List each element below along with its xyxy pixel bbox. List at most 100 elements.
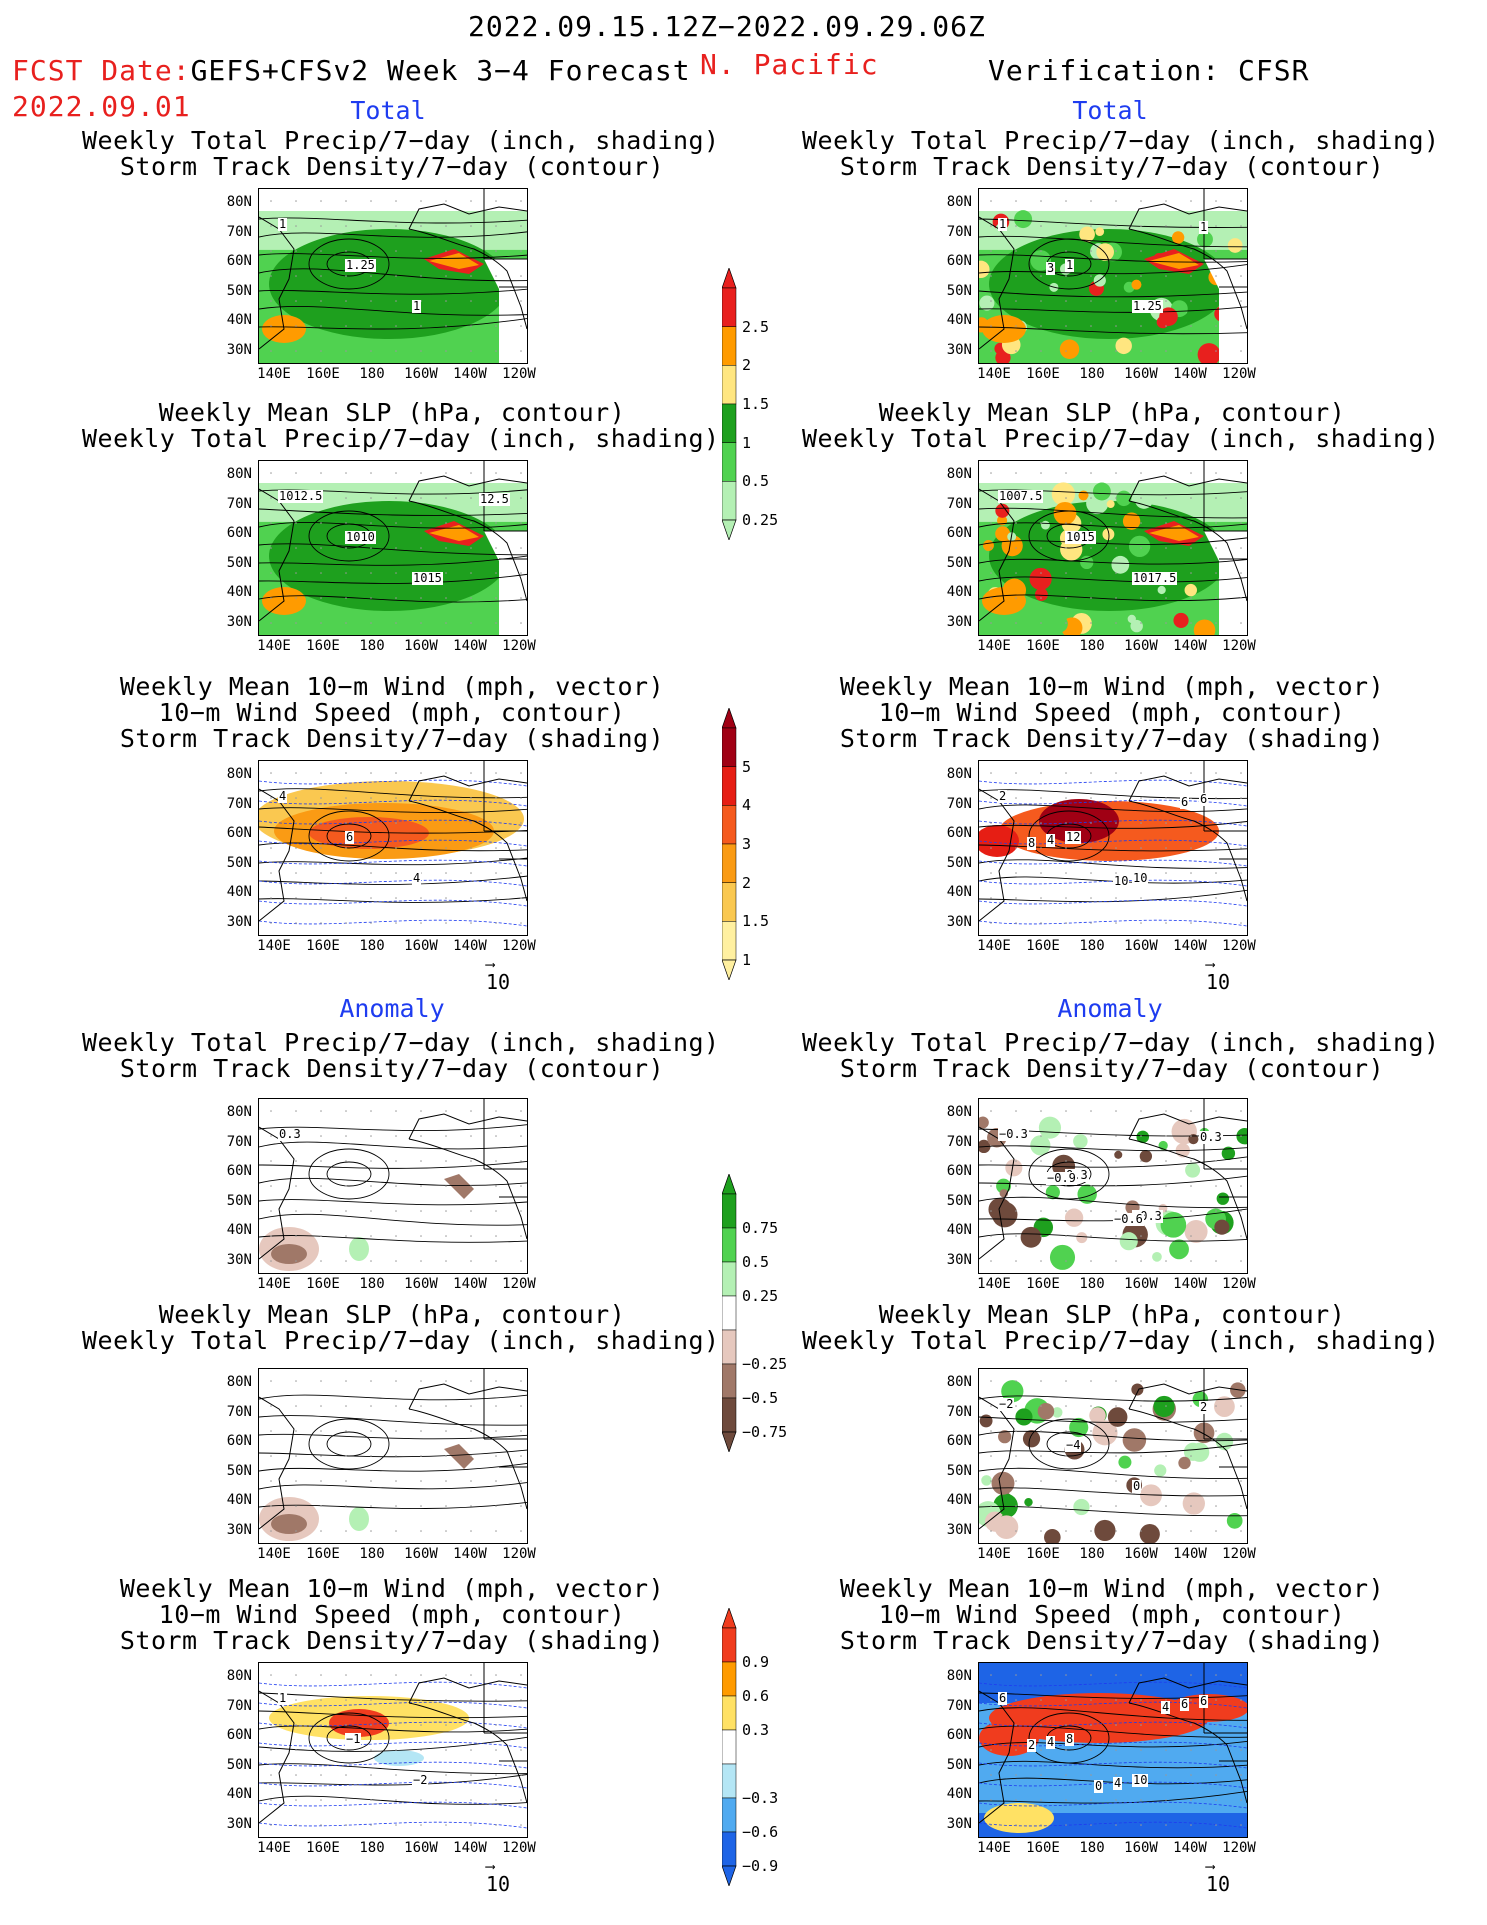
lat-label: 40N xyxy=(226,312,252,328)
contour-label: 6 xyxy=(345,830,355,844)
lat-label: 40N xyxy=(946,1786,972,1802)
colorbar-segment xyxy=(721,1831,737,1867)
lon-label: 160W xyxy=(1124,1840,1158,1856)
colorbar-top-arrow xyxy=(721,266,737,289)
forecast-wind_storm-map xyxy=(258,1662,528,1838)
colorbar-storm-total xyxy=(721,706,746,984)
lat-label: 60N xyxy=(946,1163,972,1179)
lat-label: 80N xyxy=(946,1374,972,1390)
colorbar-segment xyxy=(721,1363,737,1399)
lat-label: 50N xyxy=(226,282,252,299)
grid-dots xyxy=(990,1380,1242,1532)
verification-precip_storm-title: Weekly Total Precip/7−day (inch, shading… xyxy=(802,128,1439,181)
lon-label: 140E xyxy=(257,638,291,654)
lon-label: 180 xyxy=(1079,1546,1105,1562)
colorbar-segment xyxy=(721,442,737,482)
contour-label: 1 xyxy=(1065,258,1075,272)
contour-label: −0.3 xyxy=(998,1127,1029,1141)
colorbar-precip-total xyxy=(721,266,746,544)
lat-label: 30N xyxy=(226,613,252,630)
colorbar-segment xyxy=(721,1193,737,1229)
contour-label: 1015 xyxy=(412,571,443,585)
panel-title-line: Weekly Total Precip/7−day (inch, shading… xyxy=(802,1326,1440,1355)
contour-label: 1.25 xyxy=(345,258,376,272)
colorbar-bottom-arrow xyxy=(721,959,737,982)
lat-label: 70N xyxy=(226,223,252,240)
lat-label: 50N xyxy=(226,1462,252,1479)
colorbar-label: 0.25 xyxy=(742,1287,779,1305)
lat-label: 40N xyxy=(946,1222,972,1238)
contour-label: 1012.5 xyxy=(278,489,324,503)
lat-label: 70N xyxy=(946,1133,972,1150)
lon-label: 140W xyxy=(453,1840,487,1856)
colorbar-label: 2 xyxy=(742,873,752,892)
panel-title-line: Weekly Mean SLP (hPa, contour) xyxy=(878,398,1346,427)
colorbar-label: 2 xyxy=(742,356,752,375)
contour-label: 2 xyxy=(1199,1400,1209,1414)
colorbar-segment xyxy=(721,287,737,327)
section-label-anomaly: Anomaly xyxy=(1057,994,1163,1023)
lon-label: 160W xyxy=(1124,938,1158,954)
forecast-precip_storm-map xyxy=(258,188,528,364)
lat-label: 30N xyxy=(946,1521,972,1538)
lat-label: 40N xyxy=(946,312,972,328)
panel-title-line: Weekly Total Precip/7−day (inch, shading… xyxy=(802,424,1440,453)
panel-title-line: Storm Track Density/7−day (contour) xyxy=(839,1054,1385,1083)
verification-wind_storm-map xyxy=(978,1662,1248,1838)
lat-label: 30N xyxy=(226,1251,252,1268)
contour-label: 4 xyxy=(1046,1735,1056,1749)
colorbar-label: 0.3 xyxy=(742,1721,770,1739)
lon-label: 160W xyxy=(1124,638,1158,654)
lat-label: 80N xyxy=(946,766,972,782)
colorbar-segment xyxy=(721,843,737,883)
contour-label: 1 xyxy=(412,299,422,313)
contour-label: 1 xyxy=(998,217,1008,231)
lon-label: 160E xyxy=(1026,638,1060,654)
contour-label: 4 xyxy=(1046,833,1056,847)
lon-label: 140E xyxy=(257,1276,291,1292)
lon-label: 140W xyxy=(453,366,487,382)
contour-label: 0 xyxy=(1094,1779,1104,1793)
section-label-total: Total xyxy=(350,96,426,125)
colorbar-segment xyxy=(721,805,737,845)
colorbar-segment xyxy=(721,1661,737,1697)
contour-label: 4 xyxy=(1161,1700,1171,1714)
colorbar-segment xyxy=(721,403,737,443)
lat-label: 40N xyxy=(226,1492,252,1508)
lon-label: 140E xyxy=(977,1276,1011,1292)
lat-label: 60N xyxy=(226,1727,252,1743)
lon-label: 160W xyxy=(404,938,438,954)
lon-label: 160W xyxy=(404,1276,438,1292)
colorbar-segment xyxy=(721,1227,737,1263)
lon-label: 140W xyxy=(1173,366,1207,382)
contour-label: −2 xyxy=(412,1773,429,1787)
lat-label: 50N xyxy=(946,554,972,571)
coastline xyxy=(979,189,1247,350)
contour-label: 6 xyxy=(1199,1694,1209,1708)
verification-slp_precip-map xyxy=(978,1368,1248,1544)
lon-label: 140W xyxy=(1173,1276,1207,1292)
panel-title-line: Storm Track Density/7−day (contour) xyxy=(839,152,1385,181)
lat-label: 40N xyxy=(946,884,972,900)
lon-label: 160W xyxy=(404,366,438,382)
lat-label: 30N xyxy=(226,1815,252,1832)
lon-label: 120W xyxy=(502,938,536,954)
lat-label: 30N xyxy=(946,1815,972,1832)
contour-label: 1 xyxy=(278,217,288,231)
lon-label: 160W xyxy=(1124,1546,1158,1562)
vector-reference: ⟶ 10 xyxy=(486,1859,511,1896)
contour-label: 6 xyxy=(1199,792,1209,806)
forecast-wind_storm-title: Weekly Mean 10−m Wind (mph, vector) 10−m … xyxy=(82,1576,702,1654)
contour-label: 1 xyxy=(278,1691,288,1705)
coastline xyxy=(259,1663,527,1824)
lat-label: 50N xyxy=(226,1192,252,1209)
colorbar-label: 4 xyxy=(742,796,752,815)
contours xyxy=(259,1124,527,1243)
lon-label: 160W xyxy=(404,638,438,654)
colorbar-label: −0.9 xyxy=(742,1857,779,1875)
contour-label: −1 xyxy=(345,1732,362,1746)
coastline xyxy=(259,1369,527,1530)
forecast-wind_storm-title: Weekly Mean 10−m Wind (mph, vector) 10−m … xyxy=(82,674,702,752)
lon-label: 140E xyxy=(977,938,1011,954)
contour-label: 10 xyxy=(1132,1773,1149,1787)
